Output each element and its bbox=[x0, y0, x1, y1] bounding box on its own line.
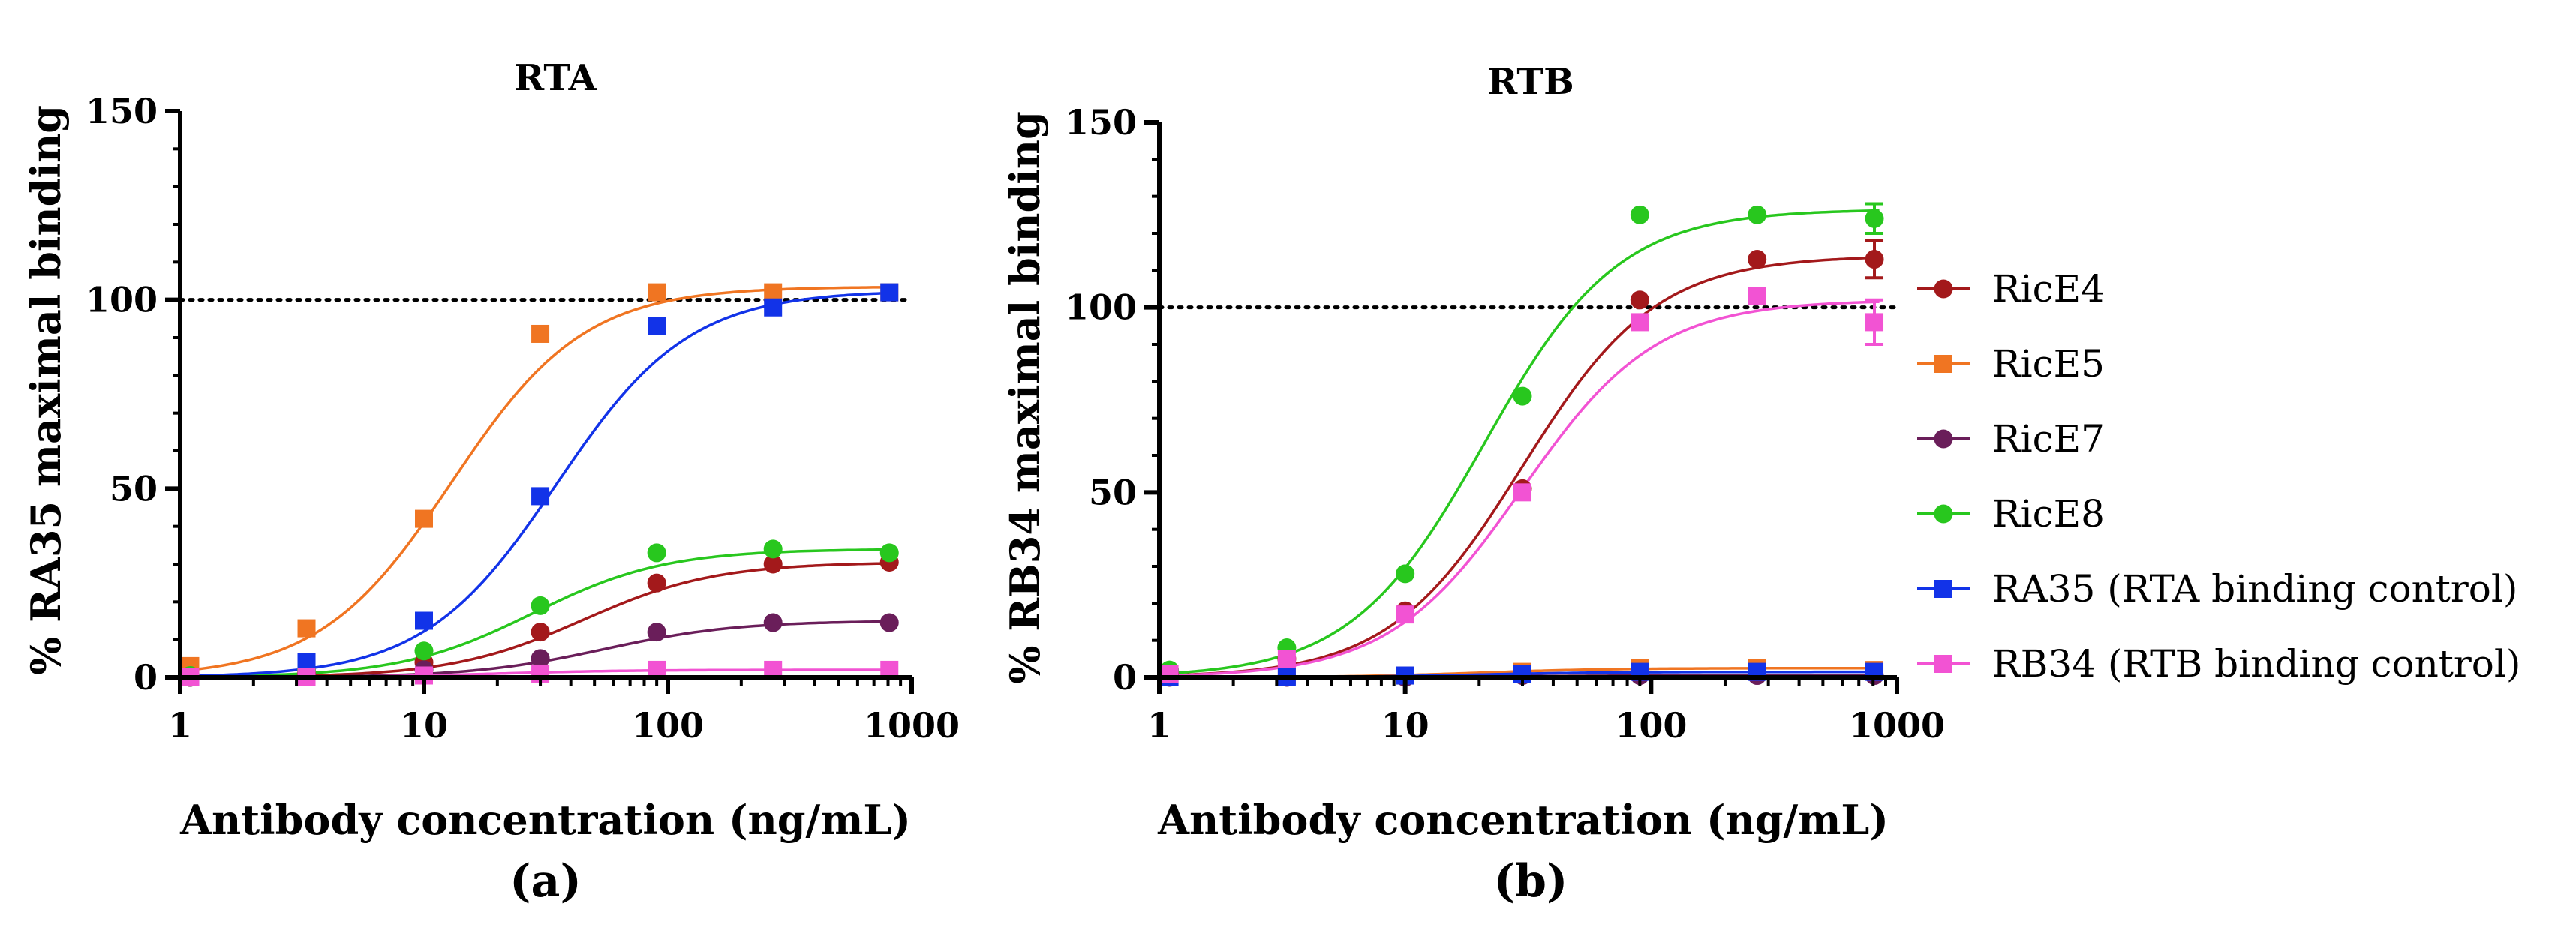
y-axis-label-rta: % RA35 maximal binding bbox=[22, 105, 70, 675]
x-tick-label: 1000 bbox=[1849, 705, 1945, 746]
x-tick-label: 1 bbox=[168, 705, 192, 746]
legend-label: RicE4 bbox=[1992, 267, 2105, 311]
legend: RicE4 RicE5 RicE7 RicE8 RA35 (RTA binding co… bbox=[1917, 267, 2520, 686]
data-point-rice8 bbox=[763, 539, 783, 559]
legend-marker bbox=[1934, 429, 1953, 449]
y-tick-label: 100 bbox=[86, 280, 158, 320]
y-tick-label: 150 bbox=[86, 91, 158, 131]
data-point-ra35 bbox=[648, 317, 666, 335]
legend-label: RA35 (RTA binding control) bbox=[1992, 567, 2517, 611]
data-point-ra35 bbox=[880, 283, 899, 302]
y-tick-label: 0 bbox=[1113, 657, 1137, 698]
plot-area-rta: 0 50 100 150 1 10 100 1000 bbox=[86, 91, 960, 746]
fit-curve-rice8 bbox=[1159, 209, 1880, 675]
data-point-rice8 bbox=[1513, 386, 1532, 406]
data-point-rice5 bbox=[648, 283, 666, 302]
data-point-rb34 bbox=[1396, 605, 1414, 624]
data-point-rice7 bbox=[763, 613, 783, 632]
legend-label: RicE7 bbox=[1992, 417, 2105, 461]
y-tick-label: 0 bbox=[134, 657, 158, 698]
data-point-rice7 bbox=[647, 623, 666, 642]
legend-label: RicE5 bbox=[1992, 342, 2105, 386]
chart-title-rta: RTA bbox=[514, 57, 597, 99]
data-point-rice8 bbox=[1748, 205, 1767, 224]
fit-curve-rice4 bbox=[1159, 256, 1880, 677]
data-point-rice4 bbox=[647, 573, 666, 593]
y-tick-label: 150 bbox=[1065, 102, 1137, 143]
x-tick-label: 100 bbox=[632, 705, 704, 746]
panel-rtb: RTB % RB34 maximal binding Antibody conc… bbox=[1001, 61, 1945, 908]
data-point-ra35 bbox=[764, 298, 783, 317]
data-point-rice7 bbox=[879, 613, 899, 632]
x-tick-label: 1 bbox=[1147, 705, 1171, 746]
x-tick-label: 10 bbox=[400, 705, 448, 746]
legend-label: RB34 (RTB binding control) bbox=[1992, 642, 2520, 686]
data-point-rb34 bbox=[1513, 483, 1532, 502]
data-point-rice8 bbox=[1865, 209, 1884, 228]
legend-item-rice8: RicE8 bbox=[1917, 492, 2105, 536]
legend-item-rb34: RB34 (RTB binding control) bbox=[1917, 642, 2520, 686]
data-point-ra35 bbox=[531, 487, 550, 506]
data-point-ra35 bbox=[415, 611, 433, 630]
panel-rta: RTA % RA35 maximal binding Antibody conc… bbox=[22, 57, 960, 908]
panel-label-b: (b) bbox=[1494, 855, 1568, 908]
data-point-rice4 bbox=[763, 554, 783, 574]
legend-item-ra35: RA35 (RTA binding control) bbox=[1917, 567, 2517, 611]
data-point-rb34 bbox=[1160, 665, 1179, 683]
data-point-rb34 bbox=[1865, 313, 1884, 332]
data-point-ra35 bbox=[297, 653, 316, 671]
chart-title-rtb: RTB bbox=[1487, 61, 1574, 103]
data-point-rice5 bbox=[764, 283, 783, 302]
data-point-rice5 bbox=[415, 509, 433, 528]
plot-area-rtb: 0 50 100 150 1 10 100 1000 bbox=[1065, 102, 1945, 746]
data-point-rice8 bbox=[647, 543, 666, 563]
data-point-rice7 bbox=[531, 649, 550, 668]
data-point-rice4 bbox=[1630, 290, 1649, 310]
y-tick-label: 100 bbox=[1065, 287, 1137, 328]
y-tick-label: 50 bbox=[1089, 472, 1137, 512]
legend-item-rice4: RicE4 bbox=[1917, 267, 2105, 311]
x-axis-label-rta: Antibody concentration (ng/mL) bbox=[179, 796, 911, 844]
data-point-rice8 bbox=[1396, 564, 1415, 584]
data-point-rice4 bbox=[1865, 250, 1884, 269]
data-point-rice5 bbox=[531, 324, 550, 343]
data-point-rice8 bbox=[1630, 205, 1649, 224]
data-point-rice5 bbox=[297, 619, 316, 638]
y-tick-label: 50 bbox=[110, 468, 158, 509]
data-point-rb34 bbox=[1277, 650, 1296, 668]
legend-item-rice7: RicE7 bbox=[1917, 417, 2105, 461]
legend-marker bbox=[1934, 580, 1952, 598]
data-point-rb34 bbox=[1631, 313, 1649, 332]
fit-curve-ra35 bbox=[180, 291, 894, 678]
y-axis-label-rtb: % RB34 maximal binding bbox=[1001, 111, 1049, 684]
x-tick-label: 10 bbox=[1381, 705, 1429, 746]
panel-label-a: (a) bbox=[509, 855, 582, 908]
data-point-rb34 bbox=[1748, 287, 1766, 305]
data-point-rice8 bbox=[531, 596, 550, 615]
data-point-rice8 bbox=[414, 641, 434, 661]
data-point-rice4 bbox=[1748, 250, 1767, 269]
legend-item-rice5: RicE5 bbox=[1917, 342, 2105, 386]
x-axis-label-rtb: Antibody concentration (ng/mL) bbox=[1157, 796, 1889, 844]
data-point-rice4 bbox=[531, 623, 550, 642]
x-tick-label: 100 bbox=[1615, 705, 1687, 746]
legend-marker bbox=[1934, 655, 1952, 673]
legend-marker bbox=[1934, 355, 1952, 373]
legend-marker bbox=[1934, 279, 1953, 299]
legend-label: RicE8 bbox=[1992, 492, 2105, 536]
legend-marker bbox=[1934, 504, 1953, 524]
data-point-rice8 bbox=[879, 543, 899, 563]
x-tick-label: 1000 bbox=[864, 705, 960, 746]
